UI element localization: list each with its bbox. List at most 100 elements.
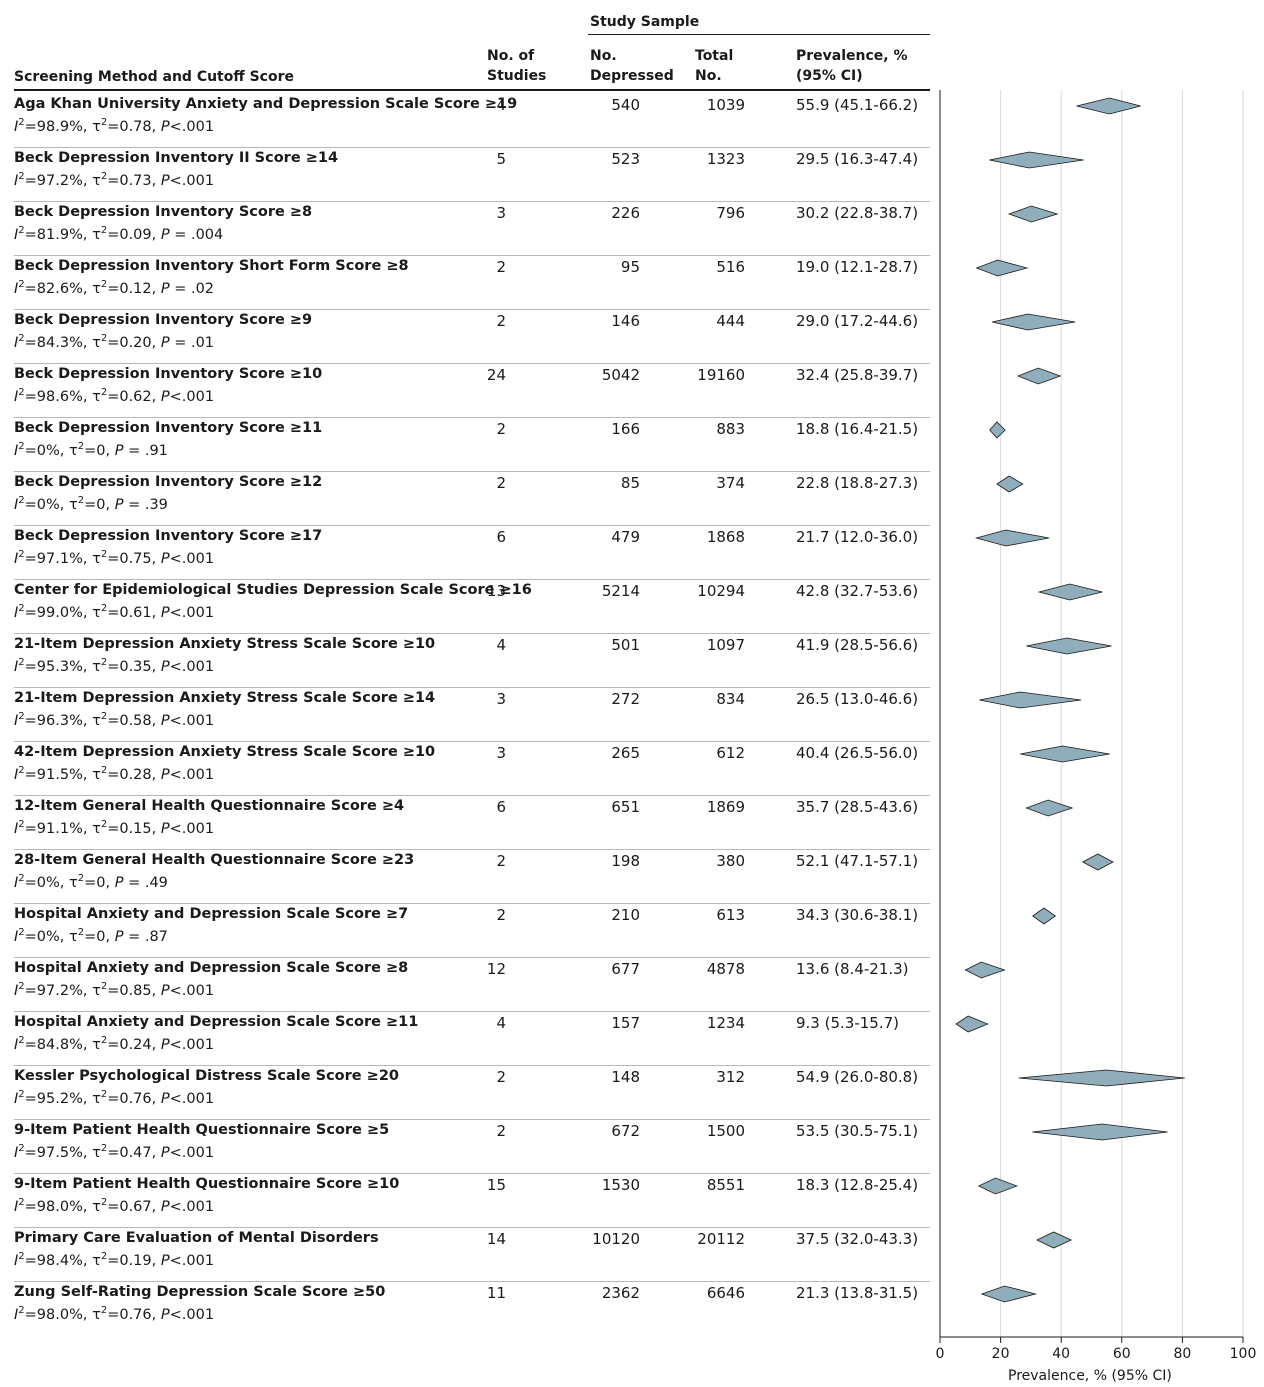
row-statistics: I2=97.2%, τ2=0.73, P<.001 <box>14 171 215 189</box>
row-label: Beck Depression Inventory Score ≥11 <box>14 420 323 436</box>
column-header-total-line1: Total <box>695 48 734 64</box>
row-studies: 3 <box>496 744 506 762</box>
row-studies: 2 <box>496 852 506 870</box>
column-header-studies-line1: No. of <box>487 48 535 64</box>
row-depressed: 5214 <box>601 582 640 600</box>
row-total: 444 <box>716 312 745 330</box>
row-total: 1097 <box>706 636 745 654</box>
row-statistics: I2=0%, τ2=0, P = .87 <box>14 927 168 945</box>
prevalence-diamond <box>989 421 1006 439</box>
prevalence-diamond <box>1032 1123 1168 1141</box>
row-total: 20112 <box>697 1230 745 1248</box>
prevalence-diamond <box>979 691 1082 709</box>
row-prevalence-ci: 32.4 (25.8-39.7) <box>796 366 919 384</box>
row-label: Primary Care Evaluation of Mental Disord… <box>14 1230 379 1246</box>
row-statistics: I2=97.2%, τ2=0.85, P<.001 <box>14 981 215 999</box>
row-separator <box>14 309 930 310</box>
row-statistics: I2=84.3%, τ2=0.20, P = .01 <box>14 333 215 351</box>
column-header-depressed-line2: Depressed <box>590 68 674 84</box>
x-axis-tick-label: 100 <box>1229 1346 1257 1362</box>
row-separator <box>14 741 930 742</box>
row-depressed: 523 <box>611 150 640 168</box>
row-separator <box>14 579 930 580</box>
forest-plot <box>939 90 1244 1343</box>
row-prevalence-ci: 21.7 (12.0-36.0) <box>796 528 919 546</box>
row-label: Beck Depression Inventory Score ≥8 <box>14 204 313 220</box>
row-label: 28-Item General Health Questionnaire Sco… <box>14 852 415 868</box>
row-total: 8551 <box>706 1176 745 1194</box>
row-label: Aga Khan University Anxiety and Depressi… <box>14 96 518 112</box>
row-prevalence-ci: 52.1 (47.1-57.1) <box>796 852 919 870</box>
row-label: Zung Self-Rating Depression Scale Score … <box>14 1284 386 1300</box>
prevalence-diamond <box>996 475 1024 493</box>
row-statistics: I2=95.2%, τ2=0.76, P<.001 <box>14 1089 215 1107</box>
row-depressed: 540 <box>611 96 640 114</box>
row-prevalence-ci: 41.9 (28.5-56.6) <box>796 636 919 654</box>
prevalence-diamond <box>1037 583 1103 601</box>
row-label: 42-Item Depression Anxiety Stress Scale … <box>14 744 436 760</box>
row-label: Beck Depression Inventory Short Form Sco… <box>14 258 409 274</box>
row-label: Hospital Anxiety and Depression Scale Sc… <box>14 1014 419 1030</box>
row-total: 883 <box>716 420 745 438</box>
row-label: Hospital Anxiety and Depression Scale Sc… <box>14 960 409 976</box>
row-prevalence-ci: 30.2 (22.8-38.7) <box>796 204 919 222</box>
row-total: 516 <box>716 258 745 276</box>
row-studies: 6 <box>496 528 506 546</box>
column-header-method: Screening Method and Cutoff Score <box>14 69 294 85</box>
prevalence-diamond <box>975 259 1029 277</box>
row-depressed: 677 <box>611 960 640 978</box>
row-prevalence-ci: 9.3 (5.3-15.7) <box>796 1014 899 1032</box>
row-label: Center for Epidemiological Studies Depre… <box>14 582 532 598</box>
x-axis-tick-label: 0 <box>935 1346 945 1362</box>
row-depressed: 95 <box>620 258 640 276</box>
row-depressed: 10120 <box>592 1230 640 1248</box>
row-depressed: 2362 <box>601 1284 640 1302</box>
row-studies: 2 <box>496 258 506 276</box>
row-studies: 14 <box>486 1230 506 1248</box>
column-header-depressed: No. Depressed <box>590 46 674 86</box>
prevalence-diamond <box>964 961 1006 979</box>
row-statistics: I2=98.0%, τ2=0.76, P<.001 <box>14 1305 215 1323</box>
row-prevalence-ci: 18.8 (16.4-21.5) <box>796 420 919 438</box>
prevalence-diamond <box>1032 907 1057 925</box>
row-studies: 11 <box>486 1284 506 1302</box>
row-total: 6646 <box>706 1284 745 1302</box>
row-total: 4878 <box>706 960 745 978</box>
row-prevalence-ci: 42.8 (32.7-53.6) <box>796 582 919 600</box>
row-depressed: 479 <box>611 528 640 546</box>
row-label: Kessler Psychological Distress Scale Sco… <box>14 1068 399 1084</box>
row-depressed: 146 <box>611 312 640 330</box>
row-total: 1039 <box>706 96 745 114</box>
row-separator <box>14 1173 930 1174</box>
row-statistics: I2=82.6%, τ2=0.12, P = .02 <box>14 279 215 297</box>
row-total: 796 <box>716 204 745 222</box>
row-studies: 3 <box>496 690 506 708</box>
row-depressed: 166 <box>611 420 640 438</box>
row-prevalence-ci: 22.8 (18.8-27.3) <box>796 474 919 492</box>
row-prevalence-ci: 40.4 (26.5-56.0) <box>796 744 919 762</box>
row-total: 10294 <box>697 582 745 600</box>
row-total: 380 <box>716 852 745 870</box>
prevalence-diamond <box>980 1285 1038 1303</box>
row-separator <box>14 849 930 850</box>
row-statistics: I2=95.3%, τ2=0.35, P<.001 <box>14 657 215 675</box>
row-prevalence-ci: 53.5 (30.5-75.1) <box>796 1122 919 1140</box>
column-header-prevalence-line2: (95% CI) <box>796 68 863 84</box>
row-total: 312 <box>716 1068 745 1086</box>
prevalence-diamond <box>989 151 1084 169</box>
row-label: 12-Item General Health Questionnaire Sco… <box>14 798 405 814</box>
row-depressed: 501 <box>611 636 640 654</box>
row-separator <box>14 1281 930 1282</box>
row-label: 21-Item Depression Anxiety Stress Scale … <box>14 690 436 706</box>
row-statistics: I2=0%, τ2=0, P = .49 <box>14 873 168 891</box>
row-prevalence-ci: 18.3 (12.8-25.4) <box>796 1176 919 1194</box>
column-header-total: Total No. <box>695 46 733 86</box>
row-prevalence-ci: 13.6 (8.4-21.3) <box>796 960 909 978</box>
row-studies: 12 <box>486 960 506 978</box>
prevalence-diamond <box>1076 97 1141 115</box>
row-total: 1869 <box>706 798 745 816</box>
column-header-total-line2: No. <box>695 68 722 84</box>
row-prevalence-ci: 21.3 (13.8-31.5) <box>796 1284 919 1302</box>
row-statistics: I2=81.9%, τ2=0.09, P = .004 <box>14 225 224 243</box>
row-total: 1323 <box>706 150 745 168</box>
